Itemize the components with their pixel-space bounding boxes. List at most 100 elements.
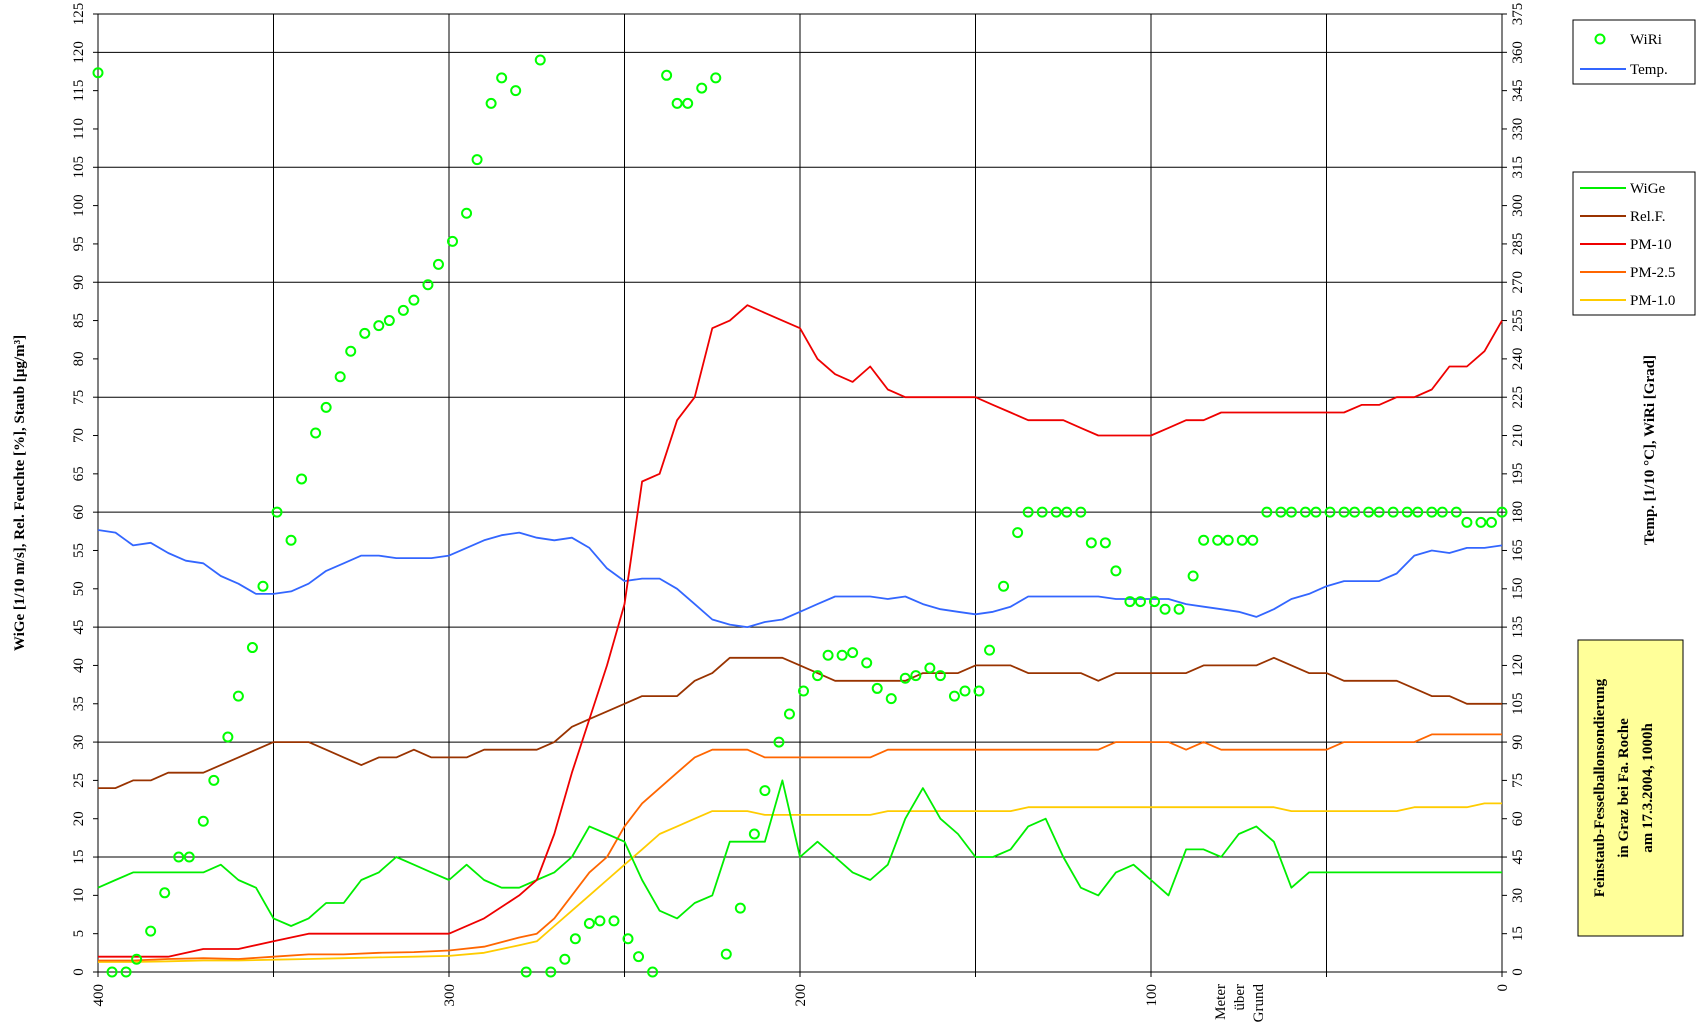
wiri-point	[885, 693, 897, 705]
wiri-point	[1299, 506, 1311, 518]
series-layer	[92, 54, 1508, 978]
legend-swatch-wiri	[1594, 33, 1606, 45]
left-tick-label: 50	[71, 581, 87, 596]
x-tick-label: 0	[1495, 984, 1511, 992]
left-tick-label: 120	[71, 41, 87, 64]
legend-label-wige: WiGe	[1630, 181, 1666, 197]
wiri-point	[836, 649, 848, 661]
left-tick-label: 30	[71, 735, 87, 750]
wiri-point	[910, 670, 922, 682]
grid-lines	[98, 14, 1502, 972]
left-tick-label: 105	[71, 156, 87, 179]
left-tick-label: 90	[71, 275, 87, 290]
note-line: am 17.3.2004, 1000h	[1640, 723, 1656, 853]
wiri-point	[1187, 570, 1199, 582]
info-note: Feinstaub-Fesselballonsondierung in Graz …	[1577, 639, 1684, 937]
wiri-point	[310, 427, 322, 439]
wiri-point	[496, 72, 508, 84]
left-tick-label: 80	[71, 351, 87, 366]
x-tick-label: 300	[442, 984, 458, 1007]
wiri-point	[159, 887, 171, 899]
legend-label-rel-f: Rel.F.	[1630, 209, 1665, 225]
wiri-point	[1061, 506, 1073, 518]
right-tick-label: 15	[1510, 926, 1526, 941]
wiri-point	[798, 685, 810, 697]
wiri-point	[145, 925, 157, 937]
wiri-point	[871, 682, 883, 694]
right-tick-label: 300	[1510, 194, 1526, 217]
wiri-point	[847, 647, 859, 659]
wiri-point	[569, 933, 581, 945]
right-tick-label: 105	[1510, 693, 1526, 716]
wiri-point	[583, 917, 595, 929]
left-tick-label: 85	[71, 313, 87, 328]
wiri-point	[671, 97, 683, 109]
right-tick-label: 90	[1510, 735, 1526, 750]
wiri-point	[461, 207, 473, 219]
wiri-point	[1349, 506, 1361, 518]
wiri-point	[559, 953, 571, 965]
wiri-point	[861, 657, 873, 669]
left-axis-ticks: 0 5 10 15 20 25 30 35 40 45 50 55 60 65 70 75 80 85 90 95 10…	[71, 3, 98, 976]
wiri-point	[608, 915, 620, 927]
right-tick-label: 165	[1510, 539, 1526, 562]
x-axis-title: Meter über Grund	[1213, 984, 1267, 1023]
right-tick-label: 315	[1510, 156, 1526, 179]
right-tick-label: 30	[1510, 888, 1526, 903]
wiri-point	[594, 915, 606, 927]
wiri-point	[520, 966, 532, 978]
wiri-point	[447, 235, 459, 247]
legend-label-temp: Temp.	[1630, 62, 1668, 78]
wiri-point	[1149, 596, 1161, 608]
wiri-point	[1085, 537, 1097, 549]
wiri-point	[1461, 516, 1473, 528]
left-tick-label: 95	[71, 236, 87, 251]
wiri-point	[622, 933, 634, 945]
wiri-point	[633, 951, 645, 963]
wiri-point	[1450, 506, 1462, 518]
legend-label-wiri: WiRi	[1630, 32, 1662, 48]
left-tick-label: 40	[71, 658, 87, 673]
wiri-point	[397, 304, 409, 316]
wiri-point	[647, 966, 659, 978]
wiri-point	[320, 401, 332, 413]
wiri-point	[682, 97, 694, 109]
left-tick-label: 25	[71, 773, 87, 788]
wiri-point	[534, 54, 546, 66]
left-tick-label: 55	[71, 543, 87, 558]
wiri-point	[408, 294, 420, 306]
wiri-point	[1247, 534, 1259, 546]
wiri-point	[720, 948, 732, 960]
wiri-point	[422, 279, 434, 291]
wiri-point	[710, 72, 722, 84]
right-tick-label: 135	[1510, 616, 1526, 639]
legend-top-box: WiRi Temp.	[1572, 19, 1696, 85]
wiri-point	[183, 851, 195, 863]
wiri-point	[734, 902, 746, 914]
wiri-point	[1412, 506, 1424, 518]
wiri-point	[1159, 603, 1171, 615]
wiri-point	[173, 851, 185, 863]
left-tick-label: 60	[71, 505, 87, 520]
wiri-point	[661, 69, 673, 81]
x-axis-title-line: über	[1232, 984, 1248, 1011]
wiri-point	[1050, 506, 1062, 518]
left-tick-label: 65	[71, 466, 87, 481]
wiri-point	[959, 685, 971, 697]
right-tick-label: 255	[1510, 309, 1526, 332]
legend-label-pm-10: PM-10	[1630, 237, 1672, 253]
left-tick-label: 125	[71, 3, 87, 26]
wiri-point	[759, 785, 771, 797]
right-tick-label: 45	[1510, 850, 1526, 865]
series-line-rel-f	[98, 656, 1502, 789]
wiri-point	[1475, 516, 1487, 528]
wiri-point	[1222, 534, 1234, 546]
right-tick-label: 75	[1510, 773, 1526, 788]
right-tick-label: 375	[1510, 3, 1526, 26]
right-tick-label: 195	[1510, 463, 1526, 486]
left-tick-label: 20	[71, 811, 87, 826]
wiri-point	[1338, 506, 1350, 518]
note-line: in Graz bei Fa. Roche	[1616, 718, 1632, 858]
right-tick-label: 270	[1510, 271, 1526, 294]
right-tick-label: 330	[1510, 118, 1526, 141]
